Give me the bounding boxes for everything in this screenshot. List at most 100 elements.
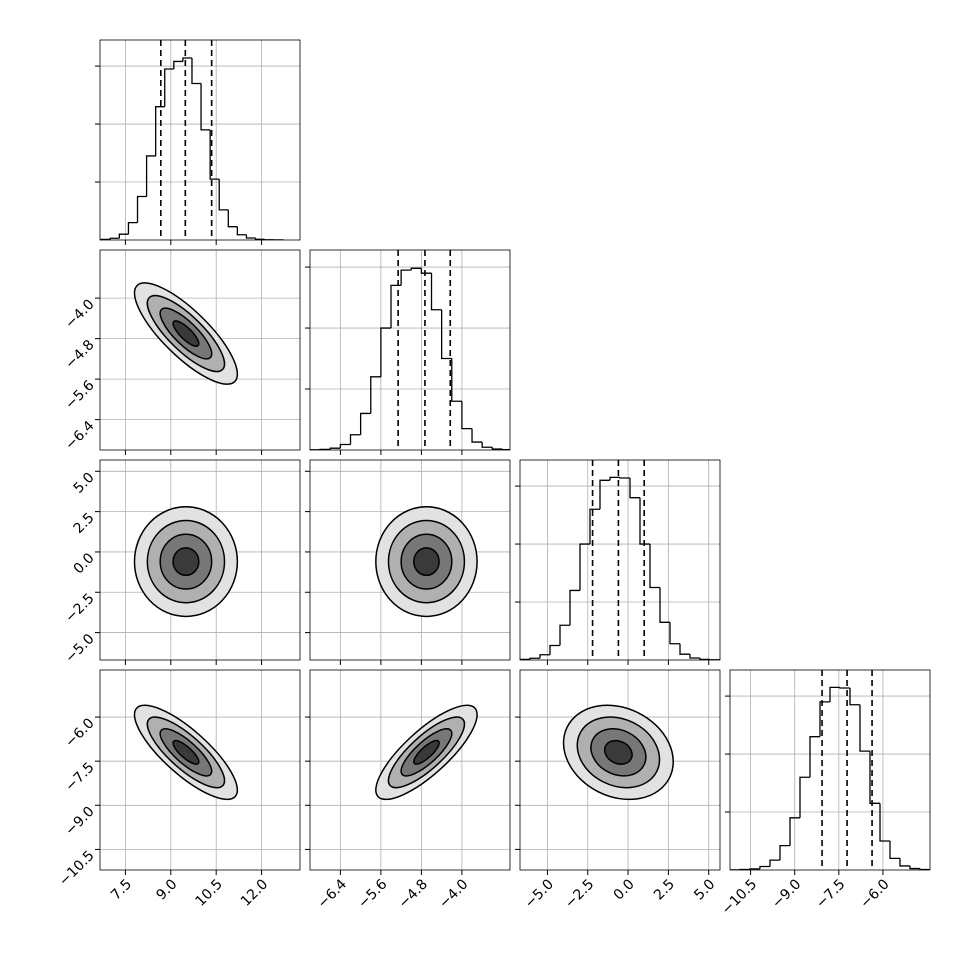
contour [413, 739, 440, 765]
histogram-bin [410, 267, 422, 271]
x-tick-label: 12.0 [238, 876, 271, 909]
histogram-bin [370, 376, 381, 414]
histogram-bin [173, 60, 183, 69]
y-tick-label: −7.5 [62, 760, 97, 795]
y-tick-label: −10.5 [56, 848, 98, 890]
x-tick-label: −6.4 [315, 876, 350, 911]
histogram-bin [471, 428, 483, 443]
histogram-bin [245, 234, 256, 239]
histogram-bin [236, 226, 247, 236]
panel [730, 670, 930, 870]
histogram-bin [349, 434, 361, 445]
histogram-bin [209, 129, 220, 180]
histogram-bin [118, 233, 129, 239]
histogram-bin [164, 68, 174, 107]
histogram-bin [491, 447, 503, 450]
histogram-bin [829, 686, 840, 702]
x-tick-label: −4.0 [436, 876, 471, 911]
histogram-bin [420, 268, 432, 274]
histogram-bin [809, 736, 820, 778]
histogram-bin [799, 776, 810, 818]
histogram-bin [329, 447, 341, 450]
y-tick-label: −4.0 [62, 296, 97, 331]
histogram-bin [359, 412, 371, 435]
panel [520, 460, 720, 660]
histogram-bin [461, 401, 473, 430]
histogram-bin [440, 309, 452, 360]
x-tick-label: 10.5 [192, 876, 225, 909]
x-tick-label: 0.0 [611, 876, 638, 903]
panel [100, 460, 300, 660]
panel [100, 40, 300, 240]
histogram-bin [629, 477, 640, 499]
histogram-bin [136, 195, 147, 223]
y-tick-label: −6.0 [62, 715, 97, 750]
histogram-bin [669, 622, 680, 645]
histogram-bin [589, 508, 600, 545]
histogram-bin [679, 643, 690, 655]
contour [413, 547, 440, 577]
histogram-bin [909, 865, 920, 870]
histogram-bin [599, 479, 610, 510]
histogram-bin [879, 803, 890, 842]
histogram-bin [191, 57, 202, 85]
histogram-bin [254, 237, 265, 240]
histogram-bin [699, 657, 710, 660]
panel-frame [99, 669, 301, 871]
histogram-bin [400, 269, 412, 286]
x-tick-label: 2.5 [651, 876, 678, 903]
histogram-bin [779, 845, 790, 861]
panel-frame [99, 39, 301, 241]
histogram-bin [559, 624, 570, 646]
y-tick-label: −5.0 [62, 631, 97, 666]
histogram-bin [659, 587, 670, 623]
histogram-bin [182, 57, 192, 62]
x-tick-label: 5.0 [691, 876, 718, 903]
y-tick-label: 5.0 [71, 470, 98, 497]
histogram-bin [380, 327, 392, 377]
panel-frame [309, 249, 511, 451]
histogram-bin [749, 868, 760, 870]
y-tick-label: −2.5 [62, 591, 97, 626]
y-tick-label: 2.5 [71, 510, 98, 537]
histogram-bin [569, 589, 580, 626]
contour [172, 739, 200, 765]
histogram-bin [430, 273, 442, 311]
histogram-bin [619, 477, 630, 479]
panel-frame [99, 459, 301, 661]
y-tick-label: −4.8 [62, 337, 97, 372]
panel [100, 670, 300, 870]
histogram-bin [889, 841, 900, 860]
histogram-bin [639, 497, 650, 545]
histogram-bin [481, 442, 493, 448]
histogram-bin [899, 858, 910, 867]
histogram-bin [539, 654, 550, 659]
histogram-bin [529, 657, 540, 660]
y-tick-label: −9.0 [62, 804, 97, 839]
histogram-bin [819, 701, 830, 737]
panel-frame [519, 459, 721, 661]
histogram-bin [109, 237, 120, 240]
y-tick-label: −5.6 [62, 377, 97, 412]
histogram-bin [200, 83, 211, 131]
x-tick-label: 7.5 [108, 876, 135, 903]
y-tick-label: −6.4 [62, 418, 97, 453]
histogram-bin [520, 658, 530, 660]
panel-frame [519, 669, 721, 871]
histogram-bin [689, 654, 700, 659]
histogram-bin [549, 644, 560, 655]
histogram-bin [789, 817, 800, 846]
panel-frame [309, 669, 511, 871]
histogram-bin [218, 179, 229, 211]
panel-frame [99, 249, 301, 451]
histogram-bin [579, 543, 590, 591]
histogram-bin [155, 106, 165, 156]
x-tick-label: −5.0 [522, 876, 557, 911]
histogram-bin [145, 155, 156, 197]
histogram-bin [869, 751, 880, 804]
panel [310, 670, 510, 870]
panel [100, 250, 300, 450]
histogram-bin [769, 859, 780, 867]
histogram-bin [390, 284, 402, 329]
